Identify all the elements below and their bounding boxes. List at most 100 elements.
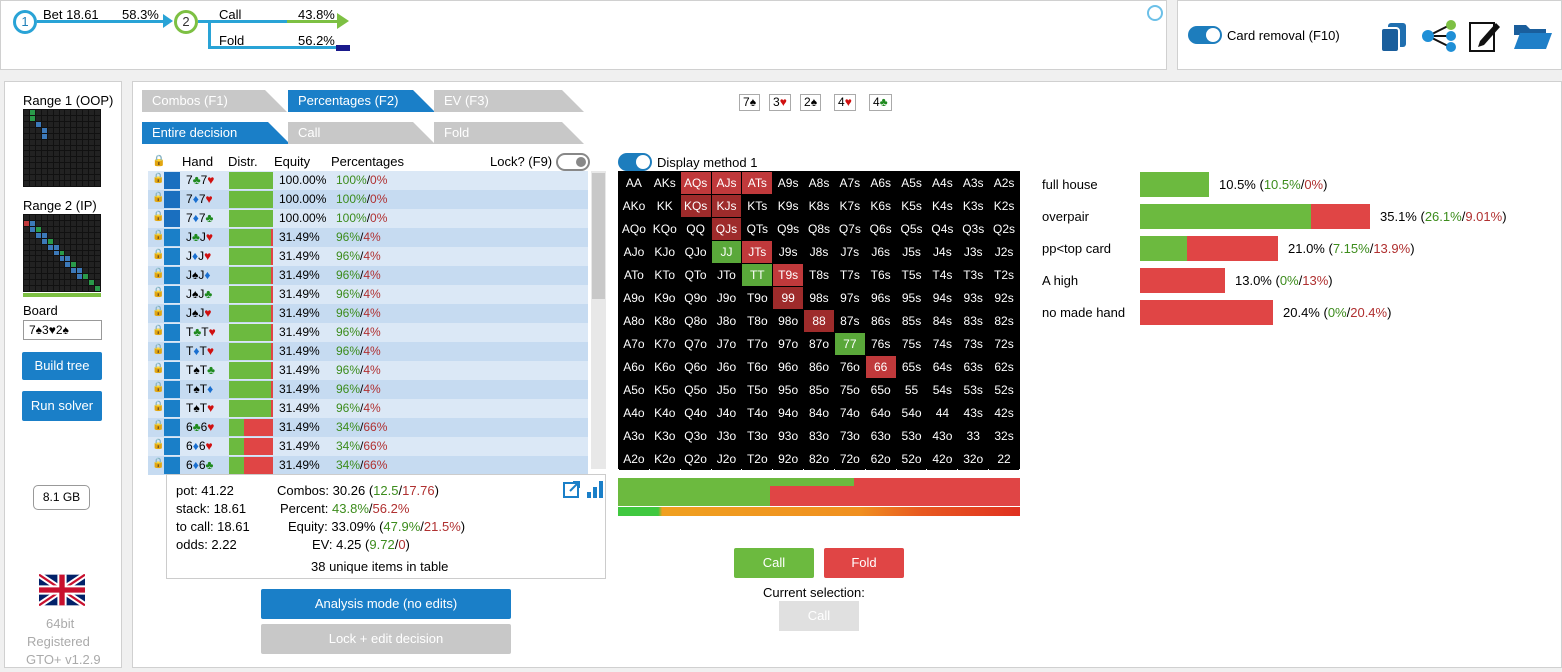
table-row[interactable]: 🔒 J♣J♥ 31.49% 96%/4% [148,228,588,247]
hand-grid-cell[interactable]: 63o [865,425,896,447]
hand-grid-cell[interactable]: T5s [896,264,927,286]
table-row[interactable]: 🔒 T♠T♦ 31.49% 96%/4% [148,380,588,399]
table-row[interactable]: 🔒 J♦J♥ 31.49% 96%/4% [148,247,588,266]
hand-grid-cell[interactable]: 74o [834,402,865,424]
lock-icon[interactable]: 🔒 [152,211,165,222]
hand-grid-cell[interactable]: 33 [958,425,989,447]
table-row[interactable]: 🔒 T♦T♥ 31.49% 96%/4% [148,342,588,361]
lock-icon[interactable]: 🔒 [152,458,165,469]
hand-grid-cell[interactable]: J2o [711,448,742,470]
hand-grid-cell[interactable]: Q6s [865,218,896,240]
hand-grid-cell[interactable]: A7o [619,333,649,355]
edit-icon[interactable] [1468,19,1502,53]
hand-grid-cell[interactable]: Q7s [834,218,865,240]
hand-grid-cell[interactable]: 75s [896,333,927,355]
lock-icon[interactable]: 🔒 [152,230,165,241]
hand-grid-cell[interactable]: AKo [619,195,649,217]
hand-grid-cell[interactable]: J8o [711,310,742,332]
hand-grid-cell[interactable]: 82o [804,448,834,470]
hand-grid-cell[interactable]: Q5o [680,379,711,401]
hand-grid-cell[interactable]: 86o [804,356,834,378]
hand-grid-cell[interactable]: 65s [896,356,927,378]
hand-grid-cell[interactable]: AA [619,172,649,194]
table-row[interactable]: 🔒 6♣6♥ 31.49% 34%/66% [148,418,588,437]
hand-grid-cell[interactable]: 42s [989,402,1019,424]
table-row[interactable]: 🔒 7♣7♥ 100.00% 100%/0% [148,171,588,190]
hand-grid-cell[interactable]: 82s [989,310,1019,332]
hand-grid-cell[interactable]: A6o [619,356,649,378]
range1-grid[interactable] [23,109,101,187]
hand-grid-cell[interactable]: T4o [742,402,773,424]
hand-grid-cell[interactable]: KJo [649,241,680,263]
hand-grid-cell[interactable]: 94o [773,402,804,424]
hand-grid-cell[interactable]: T6s [865,264,896,286]
hand-grid-cell[interactable]: 98o [773,310,804,332]
tree-node-1[interactable]: 1 [13,10,37,34]
hand-grid-cell[interactable]: 76o [834,356,865,378]
hand-grid-cell[interactable]: 43o [927,425,958,447]
hand-grid-cell[interactable]: 44 [927,402,958,424]
table-row[interactable]: 🔒 6♦6♣ 31.49% 34%/66% [148,456,588,475]
hand-grid-cell[interactable]: J2s [989,241,1019,263]
hand-grid-cell[interactable]: 62s [989,356,1019,378]
lock-icon[interactable]: 🔒 [152,287,165,298]
hand-grid-cell[interactable]: T9o [742,287,773,309]
table-row[interactable]: 🔒 T♠T♣ 31.49% 96%/4% [148,361,588,380]
export-icon[interactable] [563,480,581,498]
hand-grid-cell[interactable]: KTo [649,264,680,286]
hand-grid-cell[interactable]: 32s [989,425,1019,447]
hand-grid-cell[interactable]: Q2o [680,448,711,470]
hand-grid-cell[interactable]: T8s [804,264,834,286]
lock-icon[interactable]: 🔒 [152,420,165,431]
lock-icon[interactable]: 🔒 [152,173,165,184]
range2-grid[interactable] [23,214,101,292]
table-row[interactable]: 🔒 T♣T♥ 31.49% 96%/4% [148,323,588,342]
hand-grid-cell[interactable]: 83o [804,425,834,447]
hand-grid-cell[interactable]: Q3o [680,425,711,447]
hand-grid-cell[interactable]: T5o [742,379,773,401]
hand-grid-cell[interactable]: 66 [865,356,896,378]
hand-grid-cell[interactable]: A7s [834,172,865,194]
build-tree-button[interactable]: Build tree [22,352,102,380]
folder-open-icon[interactable] [1512,19,1554,53]
hand-grid-cell[interactable]: 73o [834,425,865,447]
hand-grid-cell[interactable]: T7s [834,264,865,286]
hand-grid-cell[interactable]: K5s [896,195,927,217]
hand-grid-cell[interactable]: 87o [804,333,834,355]
hand-grid-cell[interactable]: 84o [804,402,834,424]
hand-grid-cell[interactable]: T3s [958,264,989,286]
hand-grid-cell[interactable]: 86s [865,310,896,332]
hand-grid-cell[interactable]: 65o [865,379,896,401]
hand-grid-cell[interactable]: Q2s [989,218,1019,240]
hand-grid-cell[interactable]: Q5s [896,218,927,240]
hand-grid-cell[interactable]: 32o [958,448,989,470]
table-row[interactable]: 🔒 J♠J♥ 31.49% 96%/4% [148,304,588,323]
hand-grid-cell[interactable]: 64o [865,402,896,424]
hand-grid-cell[interactable]: K4s [927,195,958,217]
hand-grid-cell[interactable]: 53s [958,379,989,401]
hand-grid-cell[interactable]: Q9o [680,287,711,309]
hand-grid-cell[interactable]: A3s [958,172,989,194]
lock-icon[interactable]: 🔒 [152,249,165,260]
hand-grid-cell[interactable]: QTs [742,218,773,240]
hand-grid-cell[interactable]: QJo [680,241,711,263]
hand-grid-cell[interactable]: 92o [773,448,804,470]
hand-grid-cell[interactable]: TT [742,264,773,286]
hand-grid-cell[interactable]: 85s [896,310,927,332]
hand-grid-cell[interactable]: 95s [896,287,927,309]
hand-grid-cell[interactable]: 63s [958,356,989,378]
hand-grid-cell[interactable]: ATs [742,172,773,194]
hand-grid-cell[interactable]: K3o [649,425,680,447]
hand-grid-cell[interactable]: A9s [773,172,804,194]
hand-grid-cell[interactable]: A4o [619,402,649,424]
hand-grid-cell[interactable]: 52s [989,379,1019,401]
table-row[interactable]: 🔒 6♦6♥ 31.49% 34%/66% [148,437,588,456]
table-row[interactable]: 🔒 7♦7♥ 100.00% 100%/0% [148,190,588,209]
tab-fold[interactable]: Fold [434,122,584,144]
hand-grid-cell[interactable]: 76s [865,333,896,355]
hand-grid-cell[interactable]: JTo [711,264,742,286]
uk-flag-icon[interactable] [37,572,87,608]
call-label[interactable]: Call [219,7,242,22]
run-solver-button[interactable]: Run solver [22,391,102,421]
hand-grid-cell[interactable]: Q4o [680,402,711,424]
